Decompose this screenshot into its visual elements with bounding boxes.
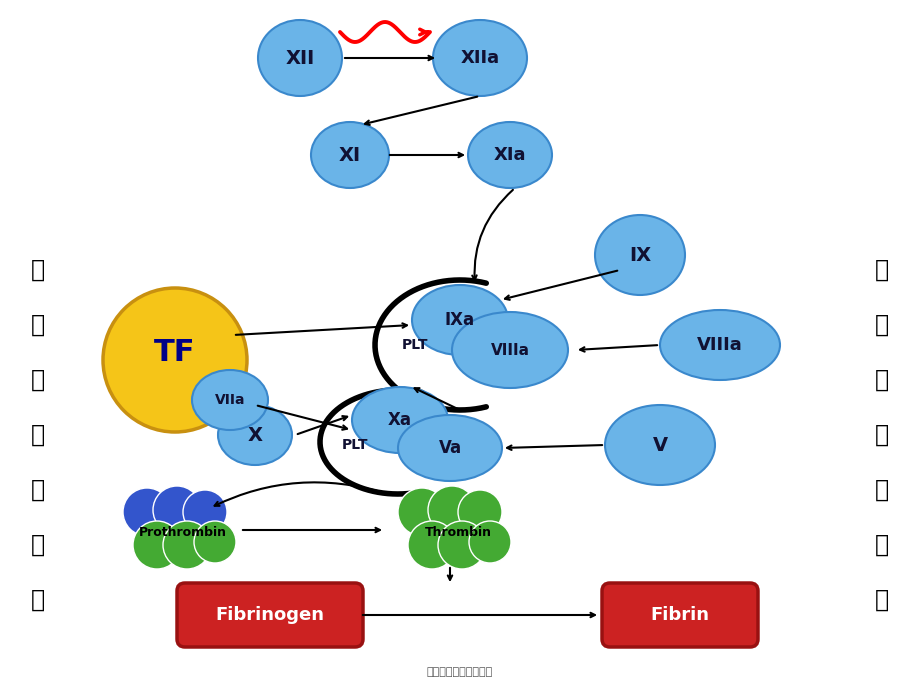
Ellipse shape (192, 370, 267, 430)
Ellipse shape (433, 20, 527, 96)
Ellipse shape (412, 285, 507, 355)
Text: V: V (652, 435, 667, 455)
Text: 内: 内 (874, 258, 888, 282)
Ellipse shape (311, 122, 389, 188)
Ellipse shape (468, 122, 551, 188)
Text: VIIIa: VIIIa (697, 336, 742, 354)
Ellipse shape (458, 490, 502, 534)
Text: IX: IX (629, 246, 651, 264)
Text: XIIa: XIIa (460, 49, 499, 67)
Text: 凝: 凝 (874, 423, 888, 447)
Ellipse shape (352, 387, 448, 453)
Text: 系: 系 (31, 533, 45, 557)
Ellipse shape (605, 405, 714, 485)
Text: Prothrombin: Prothrombin (139, 526, 227, 540)
Text: Fibrin: Fibrin (650, 606, 709, 624)
Ellipse shape (451, 312, 567, 388)
Text: Thrombin: Thrombin (424, 526, 491, 540)
Ellipse shape (257, 20, 342, 96)
Text: 系: 系 (874, 533, 888, 557)
Ellipse shape (437, 521, 485, 569)
FancyBboxPatch shape (601, 583, 757, 647)
Text: 统: 统 (31, 588, 45, 612)
Text: 性: 性 (874, 368, 888, 392)
Text: 血: 血 (31, 478, 45, 502)
Ellipse shape (398, 488, 446, 536)
Text: 源: 源 (31, 313, 45, 337)
Text: XIa: XIa (494, 146, 526, 164)
Text: 外: 外 (31, 258, 45, 282)
Text: XI: XI (338, 146, 360, 164)
Ellipse shape (659, 310, 779, 380)
FancyBboxPatch shape (176, 583, 363, 647)
Text: 统: 统 (874, 588, 888, 612)
Text: 血: 血 (874, 478, 888, 502)
Text: VIIa: VIIa (214, 393, 245, 407)
Ellipse shape (103, 288, 246, 432)
Text: Fibrinogen: Fibrinogen (215, 606, 324, 624)
Ellipse shape (153, 486, 200, 534)
Text: PLT: PLT (402, 338, 427, 352)
Text: IXa: IXa (445, 311, 474, 329)
Text: PLT: PLT (341, 438, 368, 452)
Ellipse shape (398, 415, 502, 481)
Ellipse shape (469, 521, 510, 563)
Text: Va: Va (438, 439, 461, 457)
Text: 凝: 凝 (31, 423, 45, 447)
Text: XII: XII (285, 48, 314, 68)
Ellipse shape (427, 486, 475, 534)
Text: TF: TF (154, 337, 196, 366)
Ellipse shape (133, 521, 181, 569)
Ellipse shape (123, 488, 171, 536)
Ellipse shape (218, 405, 291, 465)
Text: 源: 源 (874, 313, 888, 337)
Ellipse shape (407, 521, 456, 569)
Text: 第二页，共四十九页。: 第二页，共四十九页。 (426, 667, 493, 677)
Ellipse shape (183, 490, 227, 534)
Text: X: X (247, 426, 262, 444)
Ellipse shape (163, 521, 210, 569)
Text: VIIIa: VIIIa (490, 342, 529, 357)
Ellipse shape (595, 215, 685, 295)
Ellipse shape (194, 521, 236, 563)
Text: 性: 性 (31, 368, 45, 392)
Text: Xa: Xa (388, 411, 412, 429)
